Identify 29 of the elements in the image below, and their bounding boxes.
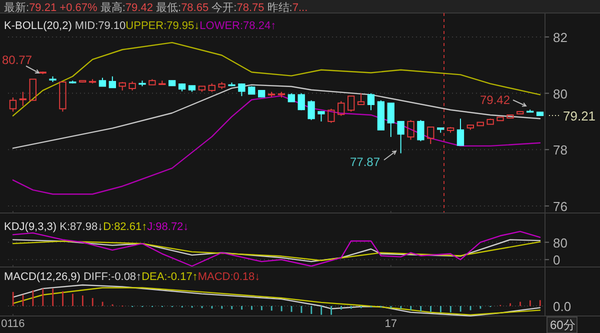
chart-title: 最新:79.21 +0.67% 最高:79.42 最低:78.65 今开:78.75 昨结:7... (4, 2, 308, 14)
ref-line-label: 79.21 (563, 108, 596, 124)
series-label: UPPER:79.95↓ (126, 20, 200, 32)
x-tick-label: 17 (384, 318, 397, 330)
y-tick-label: 78 (553, 142, 568, 158)
x-tick-label: 0116 (1, 318, 25, 330)
series-label: D:82.61↑ (103, 221, 148, 233)
legend-title: KDJ(9,3,3) (4, 221, 60, 233)
line-series (12, 230, 541, 267)
annotation: 80.77 (2, 53, 32, 67)
legend-title: MACD(12,26,9) (4, 271, 84, 283)
ref-line-label: 0.0 (553, 299, 572, 314)
text: MID:79.10 (74, 20, 126, 32)
y-tick-label: 76 (553, 198, 568, 214)
series-label: K:87.98↓ (60, 221, 104, 233)
y-tick-label: 80 (553, 235, 568, 250)
y-tick-label: 82 (553, 30, 568, 45)
annotation: 77.87 (350, 155, 380, 169)
y-tick-label: 80 (553, 86, 568, 102)
series-label: J:98.72↓ (147, 221, 189, 233)
legend-title: K-BOLL(20,2) (4, 20, 75, 32)
annotation: 79.42 (480, 93, 510, 107)
y-tick-label: 0 (553, 252, 560, 268)
text: LOWER:78.24↑ (200, 20, 276, 32)
series-label: DIFF:-0.08↑ (83, 271, 142, 283)
text: 60分 (550, 318, 576, 332)
line-series (12, 84, 541, 149)
series-label: DEA:-0.17↑ (142, 271, 198, 283)
text: MACD:0.18↓ (198, 271, 260, 283)
